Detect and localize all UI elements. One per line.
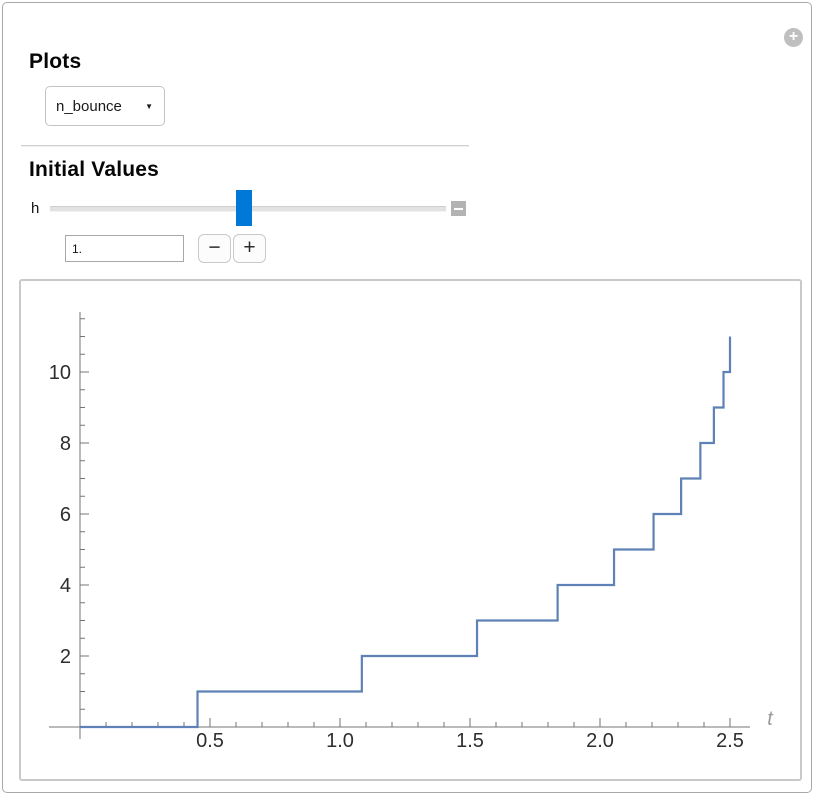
svg-text:8: 8 (60, 433, 71, 455)
svg-text:6: 6 (60, 504, 71, 526)
h-slider-thumb[interactable] (236, 190, 253, 226)
minus-icon (454, 207, 463, 210)
slider-collapse-button[interactable] (451, 201, 466, 216)
increment-button[interactable]: + (233, 234, 266, 263)
svg-text:0.5: 0.5 (196, 730, 224, 752)
plot-panel: 0.5 1.0 1.5 2.0 2.5 2 4 6 8 10 t (19, 279, 802, 781)
svg-text:t: t (767, 708, 774, 730)
chevron-down-icon: ▼ (145, 102, 153, 111)
svg-text:4: 4 (60, 575, 71, 597)
plots-section-title: Plots (29, 50, 82, 73)
manipulate-expand-icon[interactable]: + (784, 28, 803, 47)
svg-text:10: 10 (49, 362, 71, 384)
svg-text:1.5: 1.5 (456, 730, 484, 752)
svg-text:2.5: 2.5 (716, 730, 744, 752)
bounce-step-chart: 0.5 1.0 1.5 2.0 2.5 2 4 6 8 10 t (49, 312, 774, 752)
svg-text:2.0: 2.0 (586, 730, 614, 752)
plot-selector-dropdown[interactable]: n_bounce ▼ (45, 86, 165, 126)
slider-label-h: h (31, 200, 40, 217)
svg-text:1.0: 1.0 (326, 730, 354, 752)
h-value-input[interactable] (65, 235, 184, 262)
section-divider (21, 145, 469, 147)
svg-text:2: 2 (60, 646, 71, 668)
plot-selector-value: n_bounce (56, 97, 122, 115)
decrement-button[interactable]: − (198, 234, 231, 263)
initial-values-section-title: Initial Values (29, 158, 160, 181)
